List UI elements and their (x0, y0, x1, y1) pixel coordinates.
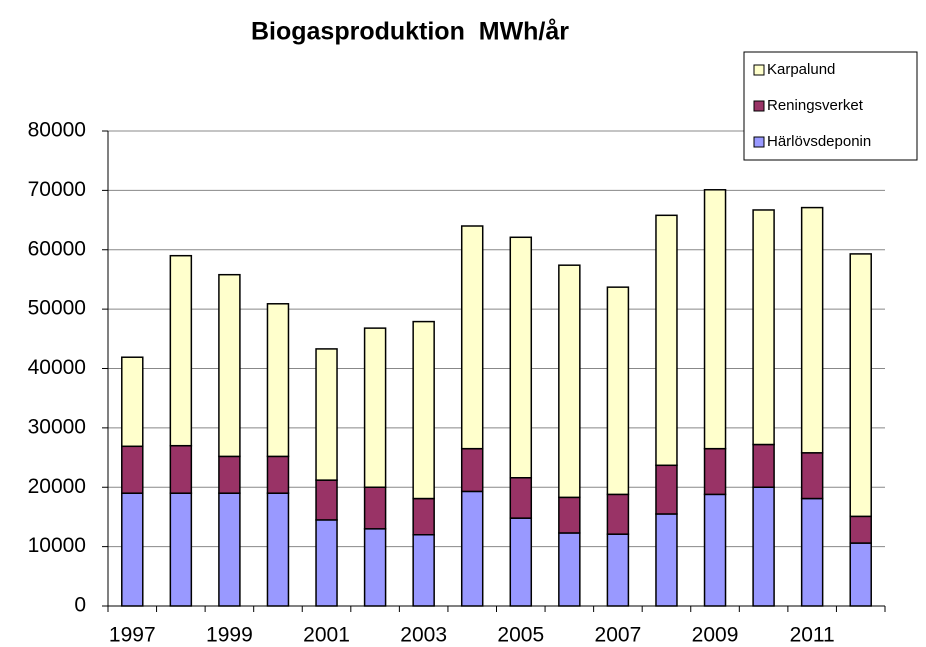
y-tick-label: 70000 (28, 178, 86, 201)
chart-title: Biogasproduktion MWh/år (251, 18, 569, 46)
y-tick-label: 30000 (28, 415, 86, 438)
bar-segment (460, 225, 484, 450)
bar-segment (752, 443, 775, 488)
bar-segment (703, 189, 727, 450)
x-tick-label: 2001 (303, 624, 350, 647)
x-tick-label: 2005 (497, 624, 544, 647)
bar-segment (315, 348, 338, 481)
bar-segment (460, 447, 484, 493)
y-tick-label: 60000 (28, 237, 86, 260)
bar-segment (655, 214, 678, 467)
bar-segment (121, 445, 144, 494)
bar-segment (169, 492, 193, 607)
bar-segment (121, 492, 144, 607)
bar-segment (800, 497, 824, 607)
bar-segment (509, 517, 533, 607)
bar-segment (363, 528, 387, 607)
bar-segment (849, 253, 872, 518)
bar-segment (606, 533, 630, 607)
bar-segment (752, 486, 775, 607)
bar-segment (558, 496, 581, 534)
y-tick-label: 80000 (28, 119, 86, 142)
y-tick-label: 10000 (28, 534, 86, 557)
bar-segment (412, 534, 435, 607)
y-tick-label: 50000 (28, 297, 86, 320)
bar-segment (849, 515, 872, 544)
legend-label: Reningsverket (767, 97, 864, 114)
x-tick-label: 2007 (595, 624, 642, 647)
x-tick-label: 2009 (692, 624, 739, 647)
bar-segment (315, 479, 338, 521)
legend-swatch (753, 64, 765, 76)
bar-segment (509, 236, 533, 479)
bar-segment (412, 497, 435, 536)
bar-segment (800, 206, 824, 454)
bar-segment (218, 273, 241, 458)
bar-segment (315, 519, 338, 607)
legend-swatch (753, 136, 765, 148)
y-tick-label: 40000 (28, 356, 86, 379)
bar-segment (655, 513, 678, 607)
bar-segment (558, 264, 581, 499)
x-tick-label: 2011 (790, 624, 835, 647)
x-tick-label: 2003 (400, 624, 447, 647)
bar-segment (558, 532, 581, 607)
y-tick-label: 20000 (28, 475, 86, 498)
bar-segment (121, 356, 144, 448)
bar-segment (606, 493, 630, 535)
bar-segment (460, 490, 484, 607)
bar-segment (655, 464, 678, 515)
bar-segment (363, 486, 387, 530)
x-tick-label: 1999 (206, 624, 253, 647)
bar-segment (169, 444, 193, 494)
bar-segment (800, 452, 824, 500)
bar-segment (266, 455, 290, 494)
bar-segment (266, 492, 290, 607)
legend-box (743, 51, 918, 161)
bar-segment (169, 254, 193, 447)
legend-swatch (753, 100, 765, 112)
bar-segment (218, 492, 241, 607)
x-tick-label: 1997 (109, 624, 156, 647)
bar-segment (363, 327, 387, 488)
bar-segment (606, 286, 630, 496)
bar-segment (703, 447, 727, 496)
bar-segment (412, 320, 435, 500)
legend-label: Härlövsdeponin (767, 133, 871, 150)
y-tick-label: 0 (74, 594, 86, 617)
bar-segment (703, 493, 727, 607)
bar-segment (509, 477, 533, 519)
legend-label: Karpalund (767, 61, 835, 78)
bar-segment (849, 542, 872, 607)
bar-segment (266, 303, 290, 458)
bar-segment (752, 209, 775, 446)
bar-segment (218, 455, 241, 494)
